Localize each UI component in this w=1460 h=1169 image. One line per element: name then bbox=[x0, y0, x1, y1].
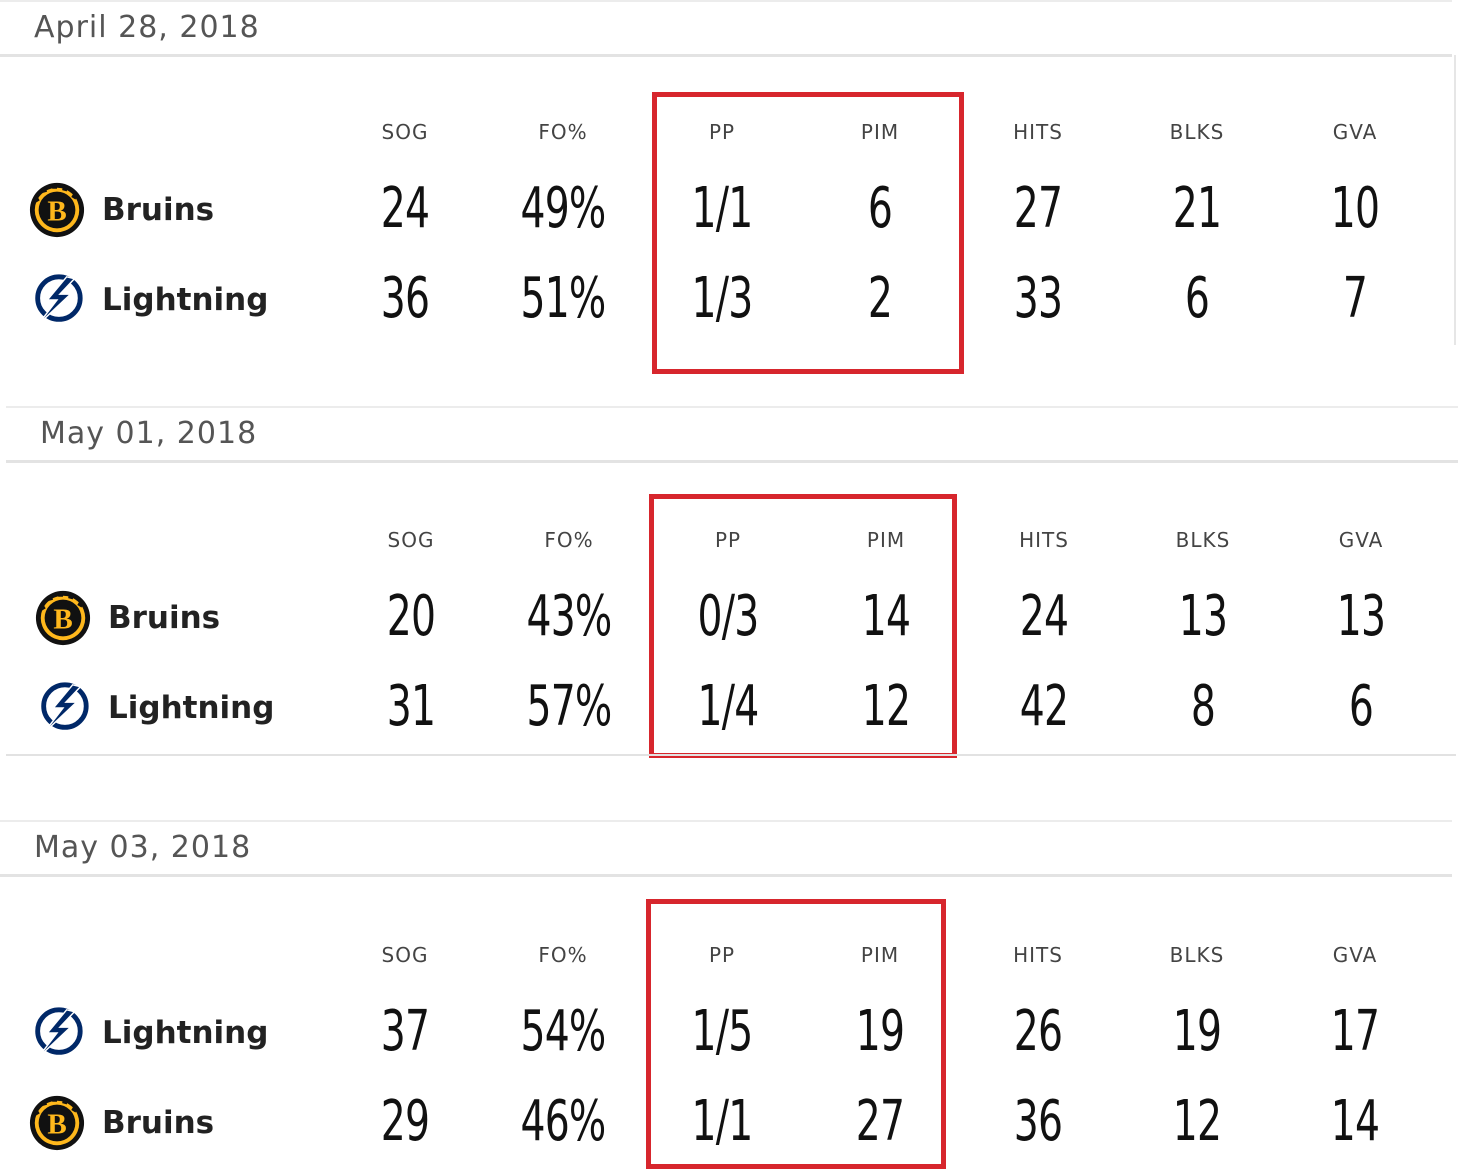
stat-value: 6 bbox=[1348, 674, 1374, 739]
stat-value: 49% bbox=[520, 176, 606, 241]
column-header: GVA bbox=[1338, 528, 1384, 552]
game-date-bar: April 28, 2018 bbox=[0, 0, 1452, 57]
pp-pim-highlight-box bbox=[649, 494, 957, 758]
stat-value: 43% bbox=[526, 584, 612, 649]
team-name: Bruins bbox=[108, 600, 221, 636]
game-date-bar: May 03, 2018 bbox=[0, 820, 1452, 877]
column-header: BLKS bbox=[1169, 943, 1225, 967]
team-name: Bruins bbox=[102, 1105, 215, 1141]
stat-value: 12 bbox=[861, 674, 911, 739]
column-header: FO% bbox=[538, 943, 588, 967]
stat-value: 37 bbox=[380, 999, 430, 1064]
stat-value: 13 bbox=[1336, 584, 1386, 649]
stat-value: 1/1 bbox=[691, 1089, 754, 1154]
lightning-logo-icon bbox=[28, 1004, 86, 1062]
bruins-logo-icon: B bbox=[28, 1094, 86, 1152]
bruins-logo-icon: B bbox=[28, 181, 86, 239]
column-header: SOG bbox=[387, 528, 435, 552]
stat-value: 7 bbox=[1342, 266, 1368, 331]
stat-value: 24 bbox=[1019, 584, 1069, 649]
stat-value: 33 bbox=[1013, 266, 1063, 331]
column-header: PIM bbox=[860, 120, 900, 144]
stat-value: 6 bbox=[867, 176, 893, 241]
stat-value: 14 bbox=[1330, 1089, 1380, 1154]
stat-value: 54% bbox=[520, 999, 606, 1064]
stat-value: 14 bbox=[861, 584, 911, 649]
stat-value: 13 bbox=[1178, 584, 1228, 649]
team-cell: Lightning bbox=[28, 270, 268, 330]
column-header: PIM bbox=[866, 528, 906, 552]
stat-value: 29 bbox=[380, 1089, 430, 1154]
team-cell: Lightning bbox=[28, 1003, 268, 1063]
column-header: PP bbox=[708, 120, 736, 144]
row-separator bbox=[6, 754, 1456, 756]
team-cell: B Bruins bbox=[34, 588, 220, 648]
stat-value: 24 bbox=[380, 176, 430, 241]
svg-text:B: B bbox=[53, 604, 72, 636]
stat-value: 1/3 bbox=[691, 266, 754, 331]
pp-pim-highlight-box bbox=[652, 92, 964, 374]
stat-value: 1/5 bbox=[691, 999, 754, 1064]
stat-value: 31 bbox=[386, 674, 436, 739]
stat-value: 2 bbox=[867, 266, 893, 331]
pp-pim-highlight-box bbox=[646, 899, 946, 1169]
team-name: Bruins bbox=[102, 192, 215, 228]
svg-text:B: B bbox=[47, 196, 66, 228]
stat-value: 0/3 bbox=[697, 584, 760, 649]
panel-border bbox=[1454, 55, 1456, 345]
column-header: HITS bbox=[1019, 528, 1069, 552]
stat-value: 10 bbox=[1330, 176, 1380, 241]
stat-value: 1/1 bbox=[691, 176, 754, 241]
team-name: Lightning bbox=[108, 690, 275, 726]
stat-value: 19 bbox=[1172, 999, 1222, 1064]
lightning-logo-icon bbox=[34, 679, 92, 737]
stat-value: 27 bbox=[855, 1089, 905, 1154]
column-header: SOG bbox=[381, 120, 429, 144]
column-header: PP bbox=[714, 528, 742, 552]
team-name: Lightning bbox=[102, 282, 269, 318]
stat-value: 8 bbox=[1190, 674, 1216, 739]
game-date: May 03, 2018 bbox=[34, 830, 252, 865]
team-name: Lightning bbox=[102, 1015, 269, 1051]
stat-value: 19 bbox=[855, 999, 905, 1064]
team-cell: B Bruins bbox=[28, 180, 214, 240]
column-header: SOG bbox=[381, 943, 429, 967]
column-header: HITS bbox=[1013, 943, 1063, 967]
stat-value: 36 bbox=[1013, 1089, 1063, 1154]
stat-value: 51% bbox=[520, 266, 606, 331]
stat-value: 12 bbox=[1172, 1089, 1222, 1154]
column-header: GVA bbox=[1332, 943, 1378, 967]
stat-value: 46% bbox=[520, 1089, 606, 1154]
lightning-logo-icon bbox=[28, 271, 86, 329]
column-header: PIM bbox=[860, 943, 900, 967]
game-date-bar: May 01, 2018 bbox=[6, 406, 1458, 463]
stat-value: 36 bbox=[380, 266, 430, 331]
stat-value: 1/4 bbox=[697, 674, 760, 739]
stat-value: 6 bbox=[1184, 266, 1210, 331]
column-header: FO% bbox=[538, 120, 588, 144]
column-header: BLKS bbox=[1169, 120, 1225, 144]
stat-value: 57% bbox=[526, 674, 612, 739]
column-header: BLKS bbox=[1175, 528, 1231, 552]
game-date: April 28, 2018 bbox=[34, 10, 260, 45]
column-header: HITS bbox=[1013, 120, 1063, 144]
game-date: May 01, 2018 bbox=[40, 416, 258, 451]
stat-value: 42 bbox=[1019, 674, 1069, 739]
team-cell: B Bruins bbox=[28, 1093, 214, 1153]
bruins-logo-icon: B bbox=[34, 589, 92, 647]
column-header: GVA bbox=[1332, 120, 1378, 144]
column-header: PP bbox=[708, 943, 736, 967]
stat-value: 21 bbox=[1172, 176, 1222, 241]
stat-value: 26 bbox=[1013, 999, 1063, 1064]
stat-value: 27 bbox=[1013, 176, 1063, 241]
stat-value: 17 bbox=[1330, 999, 1380, 1064]
team-cell: Lightning bbox=[34, 678, 274, 738]
column-header: FO% bbox=[544, 528, 594, 552]
svg-text:B: B bbox=[47, 1109, 66, 1141]
stat-value: 20 bbox=[386, 584, 436, 649]
